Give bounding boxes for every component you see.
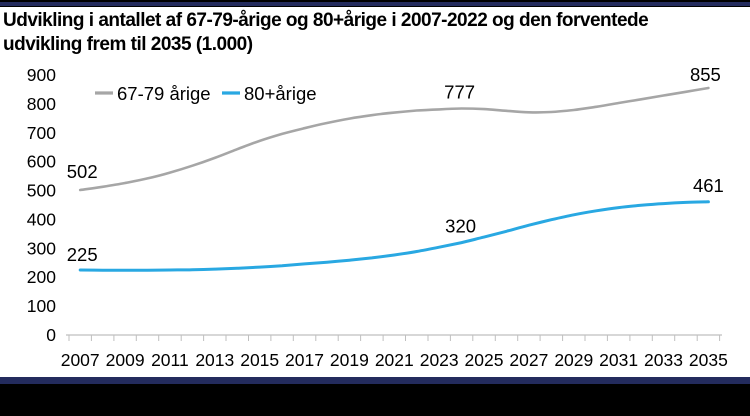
x-axis-label: 2025 <box>465 350 504 370</box>
chart-title-line2: udvikling frem til 2035 (1.000) <box>3 34 253 55</box>
x-axis-label: 2019 <box>330 350 369 370</box>
y-axis-label: 0 <box>46 325 56 345</box>
data-label: 320 <box>445 216 476 237</box>
data-label: 461 <box>693 175 724 196</box>
legend-label-0: 67-79 årige <box>117 83 211 104</box>
y-axis-label: 700 <box>27 123 56 143</box>
x-axis-label: 2011 <box>151 350 189 370</box>
y-axis-label: 500 <box>27 181 56 201</box>
data-label: 777 <box>444 82 475 103</box>
x-axis-label: 2015 <box>240 350 279 370</box>
series-line-0 <box>78 86 710 192</box>
x-axis-label: 2007 <box>61 350 100 370</box>
y-axis-label: 900 <box>27 65 56 85</box>
y-axis-label: 400 <box>27 209 56 229</box>
x-axis-label: 2023 <box>420 350 459 370</box>
bottom-navy-strip <box>0 377 750 384</box>
bottom-accent-bar <box>0 377 750 416</box>
data-label: 502 <box>67 161 98 182</box>
y-axis-label: 100 <box>27 296 56 316</box>
legend-label-1: 80+årige <box>244 83 317 104</box>
x-axis-label: 2027 <box>509 350 548 370</box>
x-axis-label: 2031 <box>599 350 638 370</box>
series-line-1 <box>78 200 710 272</box>
x-axis-label: 2017 <box>285 350 324 370</box>
data-label: 225 <box>67 244 98 265</box>
x-axis-label: 2021 <box>375 350 414 370</box>
x-axis-label: 2009 <box>106 350 145 370</box>
x-axis-label: 2033 <box>644 350 683 370</box>
y-axis-label: 800 <box>27 94 56 114</box>
chart-title-line1: Udvikling i antallet af 67-79-årige og 8… <box>3 10 649 31</box>
top-accent-bar <box>0 0 750 7</box>
data-label: 855 <box>690 64 721 85</box>
x-axis-label: 2013 <box>195 350 234 370</box>
line-chart: 0 100 200 300 400 500 600 700 800 900 2007 2009 2011… <box>27 64 728 370</box>
y-axis-label: 200 <box>27 267 56 287</box>
y-axis-label: 300 <box>27 238 56 258</box>
y-axis-label: 600 <box>27 152 56 172</box>
x-axis-label: 2035 <box>689 350 728 370</box>
chart-title: Udvikling i antallet af 67-79-årige og 8… <box>3 9 747 57</box>
x-axis-label: 2029 <box>554 350 593 370</box>
